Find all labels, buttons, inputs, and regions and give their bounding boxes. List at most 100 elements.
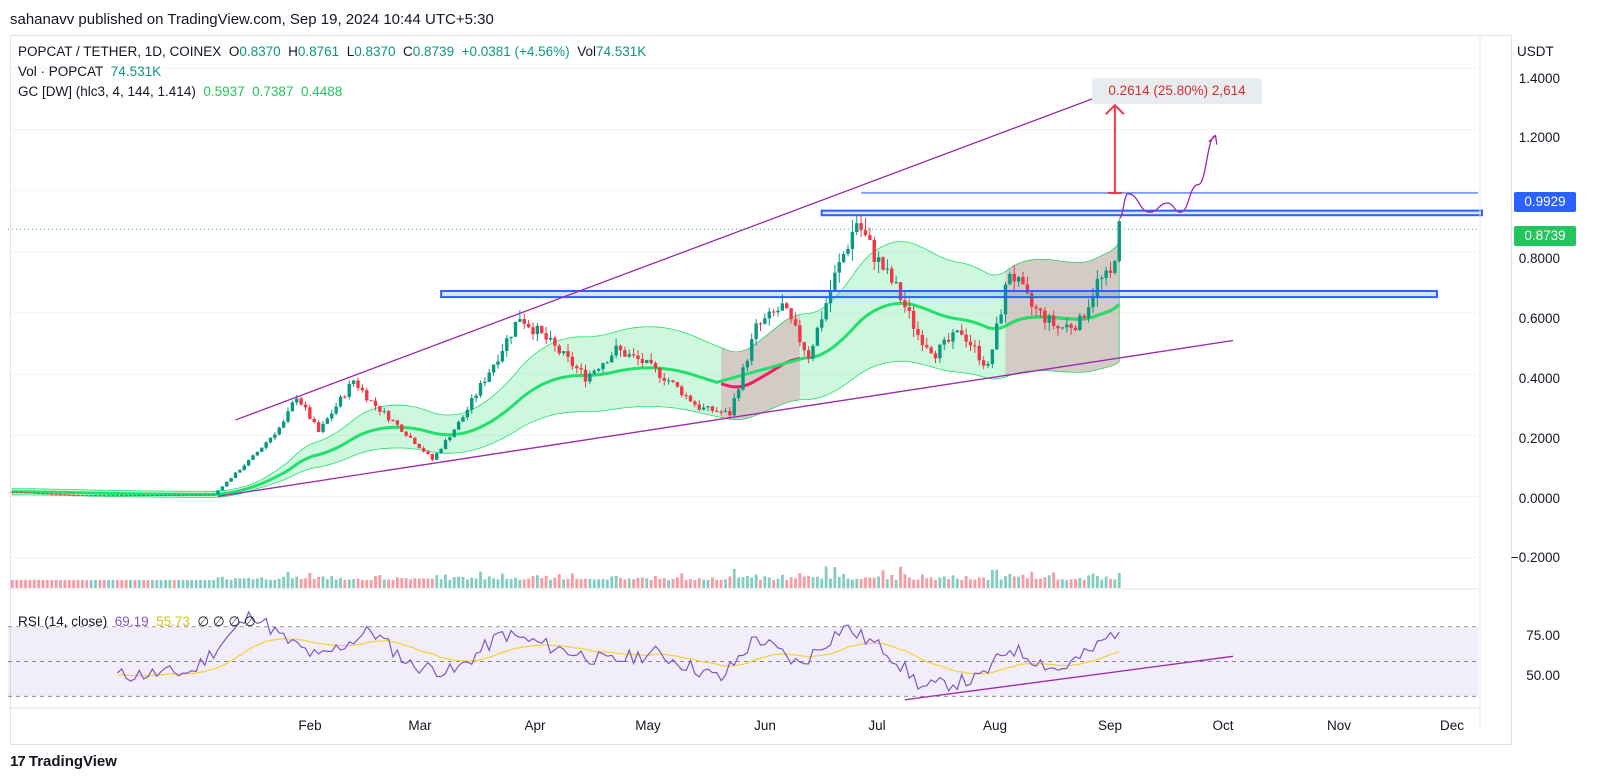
volume-bar	[347, 579, 351, 588]
candle-body	[540, 325, 544, 334]
tradingview-logo[interactable]: 17 TradingView	[10, 753, 117, 770]
candle-body	[58, 494, 63, 496]
volume-bar	[697, 578, 701, 588]
gc-baseline	[12, 301, 1121, 496]
volume-bar	[662, 578, 666, 588]
volume-bar	[724, 579, 727, 588]
time-tick: May	[635, 718, 661, 733]
candle-body	[1082, 315, 1086, 318]
candle-body	[474, 395, 478, 399]
volume-bar	[610, 576, 614, 588]
volume-bar	[339, 577, 342, 588]
volume-bar	[15, 579, 19, 588]
volume-bar	[330, 576, 334, 588]
projection-path	[1118, 135, 1216, 219]
time-tick: Jul	[868, 718, 886, 733]
volume-bar	[417, 578, 421, 588]
volume-bar	[1060, 579, 1064, 588]
candle-body	[596, 369, 601, 371]
volume-bar	[780, 574, 784, 588]
candle-body	[868, 235, 872, 240]
candle-body	[509, 336, 513, 339]
candle-body	[290, 402, 295, 412]
candle-body	[168, 494, 172, 496]
candle-body	[815, 327, 820, 346]
volume-bar	[365, 579, 369, 588]
candle-body	[452, 429, 456, 438]
candle-body	[491, 364, 496, 373]
volume-bar	[216, 577, 220, 588]
volume-bar	[378, 575, 382, 588]
volume-bar	[391, 579, 395, 588]
volume-bar	[710, 577, 714, 588]
open-value: 0.8370	[239, 44, 281, 59]
volume-bar	[374, 576, 377, 588]
time-tick: Dec	[1439, 718, 1465, 733]
candle-body	[960, 330, 964, 335]
candle-body	[277, 427, 281, 435]
rsi-tick: 75.00	[1526, 628, 1560, 643]
candle-body	[1003, 284, 1008, 315]
volume-bar	[295, 576, 299, 588]
volume-bar	[575, 578, 579, 588]
volume-bar	[846, 578, 850, 588]
rsi-tick: 50.00	[1526, 668, 1560, 683]
volume-bar	[1039, 578, 1042, 588]
volume-bar	[457, 576, 461, 588]
volume-bar	[98, 579, 102, 588]
price-tick: 1.4000	[1518, 71, 1560, 86]
volume-bar	[640, 577, 644, 588]
candle-body	[496, 361, 500, 365]
volume-bar	[400, 578, 404, 588]
candle-body	[216, 490, 220, 495]
candle-body	[351, 380, 356, 384]
volume-bar	[916, 579, 920, 588]
candle-body	[706, 406, 710, 408]
volume-bar	[299, 579, 303, 588]
candle-body	[207, 494, 211, 496]
candle-body	[391, 420, 395, 422]
volume-bar	[592, 579, 596, 588]
price-tick: 0.0000	[1518, 491, 1560, 506]
volume-bar	[942, 576, 946, 588]
candle-body	[141, 495, 146, 497]
support-resistance-zone	[440, 290, 1438, 299]
candle-body	[833, 272, 837, 290]
candle-body	[330, 413, 334, 419]
volume-bar	[807, 576, 811, 588]
chart-frame[interactable]	[10, 35, 1512, 745]
volume-bar	[623, 579, 627, 588]
candle-body	[251, 455, 255, 460]
candle-body	[890, 268, 894, 283]
candle-body	[518, 319, 522, 322]
volume-bar	[129, 579, 132, 588]
tradingview-brand-text: TradingView	[28, 753, 117, 770]
volume-bar	[789, 577, 793, 588]
candle-body	[881, 257, 885, 270]
candle-body	[106, 495, 111, 497]
volume-bar	[448, 579, 452, 588]
candle-body	[715, 410, 719, 412]
volume-bar	[212, 579, 216, 588]
candle-body	[67, 494, 71, 496]
measure-label[interactable]: 0.2614 (25.80%) 2,614	[1092, 78, 1262, 104]
candle-body	[456, 421, 461, 430]
candle-body	[876, 257, 881, 262]
candle-body	[802, 342, 806, 351]
volume-bar	[518, 579, 522, 588]
volume-bar	[500, 573, 504, 588]
volume-bar	[282, 576, 286, 588]
volume-bar	[404, 578, 408, 588]
candle-body	[343, 396, 347, 398]
close-label: C	[403, 44, 413, 59]
volume-bar	[168, 579, 172, 588]
candle-body	[566, 351, 570, 357]
currency-label[interactable]: USDT	[1517, 44, 1554, 59]
volume-bar	[356, 578, 360, 588]
volume-bar	[426, 578, 430, 588]
candle-body	[373, 400, 378, 407]
volume-bar	[785, 579, 789, 588]
candle-body	[793, 319, 798, 326]
volume-bar	[877, 576, 881, 588]
